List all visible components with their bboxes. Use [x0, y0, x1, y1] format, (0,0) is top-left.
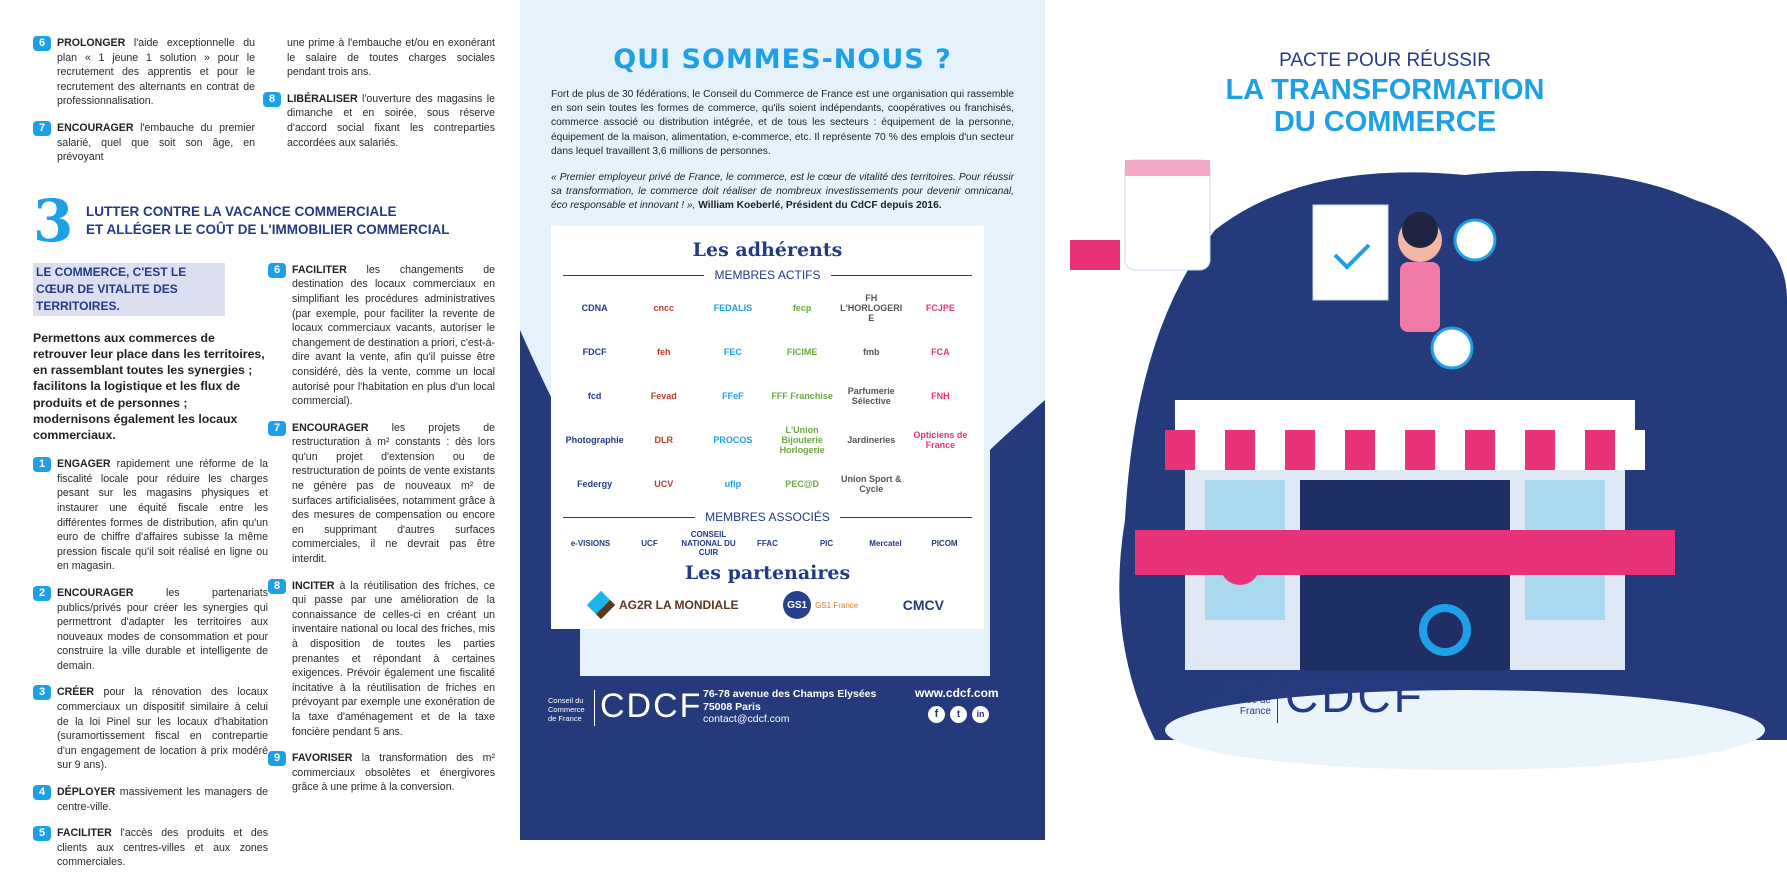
members-card: Les adhérents MEMBRES ACTIFS CDNA cncc FED…: [551, 226, 984, 629]
member-logo: fmb: [862, 347, 880, 357]
logo-cmcv: CMCV: [902, 597, 944, 613]
member-logo: FH L'HORLOGERIE: [840, 293, 903, 323]
member-logo: fecp: [792, 303, 812, 313]
lead-paragraph: Permettons aux commerces de retrouver le…: [33, 330, 265, 442]
member-logo: FEDALIS: [713, 303, 753, 313]
associate-logo: Mercatel: [869, 539, 902, 548]
measure-item: 7 ENCOURAGER les projets de restructurati…: [268, 420, 495, 567]
section-title: LUTTER CONTRE LA VACANCE COMMERCIALE ET A…: [86, 203, 450, 237]
member-logo: UCV: [654, 479, 674, 489]
gs1-icon: GS1: [783, 591, 812, 619]
left-panel: 6 PROLONGER l'aide exceptionnelle du plan…: [0, 0, 520, 868]
member-logo: Federgy: [577, 479, 613, 489]
member-logo: Fevad: [650, 391, 677, 401]
member-logo: ufip: [724, 479, 742, 489]
shop-illustration: [1070, 159, 1787, 770]
associes-divider: MEMBRES ASSOCIÉS: [563, 510, 972, 524]
intro-paragraph: Fort de plus de 30 fédérations, le Conse…: [551, 89, 1014, 157]
divider: [1277, 675, 1278, 723]
measure-item: 3 CRÉER pour la rénovation des locaux com…: [33, 685, 268, 773]
member-logo: FFeF: [722, 391, 744, 401]
associate-logo: FFAC: [757, 539, 778, 548]
section3-body: LE COMMERCE, C'EST LE CŒUR DE VITALITE D…: [33, 262, 495, 882]
partners-title: Les partenaires: [684, 562, 851, 584]
org-name: Conseil du Commerce de France: [548, 696, 585, 723]
adherents-title: Les adhérents: [692, 239, 843, 261]
divider: [594, 690, 595, 726]
highlight-heading: LE COMMERCE, C'EST LE CŒUR DE VITALITE D…: [33, 262, 225, 316]
section-title: QUI SOMMES-NOUS ?: [613, 44, 952, 75]
cover-subtitle: PACTE POUR RÉUSSIR: [1279, 50, 1491, 71]
ag2r-icon: [586, 590, 616, 620]
measure-item: 9 FAVORISER la transformation des m² comm…: [268, 751, 495, 795]
measure-item: 8 LIBÉRALISER l'ouverture des magasins le…: [263, 91, 495, 150]
facebook-icon[interactable]: f: [928, 706, 945, 723]
cdcf-logo: CDCF: [600, 687, 703, 725]
measure-item: 4 DÉPLOYER massivement les managers de ce…: [33, 785, 268, 814]
member-logo: L'Union Bijouterie Horlogerie: [779, 425, 825, 455]
associate-logo: e-VISIONS: [570, 539, 611, 548]
member-logo: Photographie: [565, 435, 624, 445]
member-logo: Opticiens de France: [913, 430, 968, 450]
section-number: 3: [33, 186, 74, 255]
member-logo: FNH: [931, 391, 950, 401]
associate-members-logos: e-VISIONS UCF CONSEIL NATIONAL DU CUIR FFAC…: [563, 530, 972, 557]
associate-logo: PIC: [819, 539, 834, 548]
member-logo: Union Sport & Cycle: [840, 474, 902, 494]
associate-logo: CONSEIL NATIONAL DU CUIR: [681, 530, 736, 557]
member-logo: Jardineries: [847, 435, 896, 445]
email-link[interactable]: contact@cdcf.com: [703, 713, 790, 725]
associate-logo: PICOM: [931, 539, 958, 548]
member-logo: PROCOS: [713, 435, 753, 445]
quote: « Premier employeur privé de France, le …: [551, 172, 1014, 212]
member-logo: FCJPE: [925, 303, 955, 313]
linkedin-icon[interactable]: in: [972, 706, 989, 723]
social-links: f t in: [928, 706, 989, 723]
member-logo: Parfumerie Sélective: [847, 386, 895, 406]
member-logo: FFF Franchise: [771, 391, 833, 401]
member-logo: FDCF: [582, 347, 607, 357]
partners-logos: AG2R LA MONDIALE GS1 GS1 France CMCV: [586, 590, 944, 620]
center-content: QUI SOMMES-NOUS ? Fort de plus de 30 féd…: [520, 0, 1045, 214]
measure-item: 8 INCITER à la réutilisation des friches,…: [268, 578, 495, 740]
twitter-icon[interactable]: t: [950, 706, 967, 723]
measure-item: 1 ENGAGER rapidement une réforme de la fi…: [33, 457, 268, 574]
member-logo: CDNA: [581, 303, 608, 313]
member-logo: FEC: [723, 347, 742, 357]
org-name: Conseil du Commerce de France: [1208, 684, 1271, 717]
member-logo: DLR: [654, 435, 673, 445]
measure-continuation: une prime à l'embauche et/ou en exonéran…: [287, 37, 495, 79]
center-panel: QUI SOMMES-NOUS ? Fort de plus de 30 féd…: [520, 0, 1045, 840]
footer: Conseil du Commerce de France CDCF 76-78…: [520, 676, 1045, 840]
measure-item: 6 PROLONGER l'aide exceptionnelle du plan…: [33, 36, 255, 109]
logo-gs1: GS1 GS1 France: [783, 591, 858, 619]
member-logo: fcd: [587, 391, 602, 401]
measure-item: 7 ENCOURAGER l'embauche du premier salari…: [33, 120, 255, 165]
member-logo: PEC@D: [785, 479, 819, 489]
address: 76-78 avenue des Champs Elysées 75008 Pa…: [703, 688, 898, 726]
right-panel: PACTE POUR RÉUSSIR LA TRANSFORMATION DU C…: [1045, 0, 1787, 840]
cover-title: LA TRANSFORMATION DU COMMERCE: [1225, 74, 1545, 138]
member-logo: feh: [656, 347, 671, 357]
member-logo: FCA: [931, 347, 950, 357]
section-header: 3 LUTTER CONTRE LA VACANCE COMMERCIALE ET…: [33, 191, 495, 251]
actifs-divider: MEMBRES ACTIFS: [563, 268, 972, 282]
measure-item: 5 FACILITER l'accès des produits et des c…: [33, 826, 268, 870]
associate-logo: UCF: [641, 539, 658, 548]
member-logo: FICIME: [786, 347, 818, 357]
top-measures: 6 PROLONGER l'aide exceptionnelle du plan…: [33, 36, 495, 177]
member-logo: cncc: [653, 303, 674, 313]
cdcf-logo: CDCF: [1285, 670, 1425, 722]
measure-item: 2 ENCOURAGER les partenariats publics/pri…: [33, 585, 268, 674]
active-members-logos: CDNA cncc FEDALIS fecp FH L'HORLOGERIE FCJPE F…: [563, 288, 972, 504]
logo-ag2r: AG2R LA MONDIALE: [586, 590, 739, 620]
measure-item: 6 FACILITER les changements de destinatio…: [268, 262, 495, 409]
website-link[interactable]: www.cdcf.com: [915, 686, 999, 700]
